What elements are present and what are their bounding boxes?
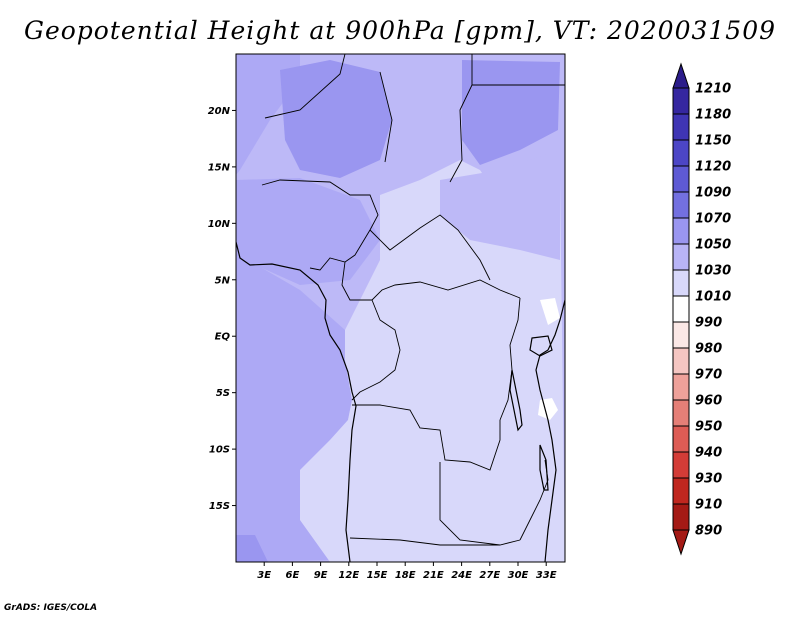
- colorbar-label: 970: [695, 368, 722, 383]
- lat-tick-label: 10N: [208, 219, 231, 230]
- colorbar-label: 1090: [695, 186, 731, 201]
- colorbar-label: 1180: [695, 108, 731, 123]
- border-congo-drc: [351, 299, 401, 401]
- border-sudan-w: [449, 54, 473, 183]
- colorbar-label: 1120: [695, 160, 731, 175]
- white-patch-east: [540, 298, 560, 325]
- colorbar-swatch: [672, 425, 690, 453]
- colorbar-swatch: [672, 165, 690, 193]
- colorbar-label: 990: [695, 316, 722, 331]
- atlantic-zone: [236, 268, 352, 562]
- map-title: Geopotential Height at 900hPa [gpm], VT:…: [23, 16, 777, 45]
- colorbar-swatch: [672, 217, 690, 245]
- lon-tick-label: 12E: [338, 570, 359, 581]
- lake-malawi: [539, 444, 549, 491]
- colorbar-label: 1050: [695, 238, 731, 253]
- sahel-band: [236, 178, 380, 285]
- lon-tick-label: 3E: [257, 570, 271, 581]
- border-chad-car: [369, 214, 491, 281]
- colorbar-label: 950: [695, 420, 722, 435]
- colorbar-swatch: [672, 87, 690, 115]
- colorbar-label: 1210: [695, 82, 731, 97]
- colorbar-swatch: [672, 451, 690, 479]
- sahara-high: [280, 60, 392, 178]
- colorbar-label: 960: [695, 394, 722, 409]
- lon-tick-label: 27E: [479, 570, 500, 581]
- colorbar-swatch: [672, 321, 690, 349]
- colorbar-swatch: [672, 399, 690, 427]
- border-angola-zambia: [439, 462, 521, 546]
- colorbar-swatch: [672, 243, 690, 271]
- lon-tick-label: 21E: [423, 570, 444, 581]
- lake-victoria: [529, 335, 553, 357]
- lon-tick-label: 18E: [395, 570, 416, 581]
- lat-tick-label: 15N: [208, 162, 231, 173]
- border-cameroon: [341, 261, 521, 301]
- colorbar-swatch: [672, 503, 690, 531]
- colorbar-label: 1070: [695, 212, 731, 227]
- colorbar-swatch: [672, 347, 690, 375]
- border-south: [349, 537, 500, 546]
- border-sahara-n: [264, 54, 346, 119]
- grads-credit: GrADS: IGES/COLA: [4, 603, 98, 613]
- colorbar-swatch: [672, 373, 690, 401]
- lat-tick-label: EQ: [215, 332, 231, 343]
- lon-tick-label: 15E: [367, 570, 388, 581]
- axis-layer: 20N 15N 10N 5N EQ 5S 10S 15S 3E 6E 9E 12E 15E 18E 21E 2…: [208, 106, 557, 581]
- lat-tick-label: 15S: [209, 501, 230, 512]
- colorbar-bottom-arrow: [672, 529, 690, 556]
- colorbar-label: 1010: [695, 290, 731, 305]
- border-drc-east: [499, 297, 521, 421]
- colorbar-swatch: [672, 139, 690, 167]
- east-high-tongue: [440, 150, 560, 260]
- colorbar-label: 930: [695, 472, 722, 487]
- border-niger-e: [379, 71, 393, 163]
- colorbar-label: 890: [695, 524, 722, 539]
- colorbar-swatch: [672, 477, 690, 505]
- lake-tanganyika: [509, 369, 523, 432]
- lon-tick-label: 30E: [508, 570, 529, 581]
- contour-field: [236, 54, 565, 562]
- coastline-east: [535, 299, 565, 562]
- lat-tick-label: 20N: [208, 106, 231, 117]
- colorbar: 1210 1180 1150 1120 1090 1070 1050 1030 1010 990 9…: [672, 62, 731, 556]
- border-drc-angola: [352, 404, 501, 471]
- colorbar-label: 1030: [695, 264, 731, 279]
- country-borders: [236, 54, 565, 562]
- lat-tick-label: 5N: [215, 275, 231, 286]
- colorbar-label: 940: [695, 446, 722, 461]
- corner-high-sw: [236, 535, 268, 562]
- lat-tick-label: 5S: [216, 388, 230, 399]
- lon-tick-label: 6E: [286, 570, 300, 581]
- colorbar-swatch: [672, 295, 690, 323]
- colorbar-label: 910: [695, 498, 722, 513]
- colorbar-swatch: [672, 269, 690, 297]
- congo-basin-low: [300, 160, 565, 562]
- lat-tick-label: 10S: [209, 445, 230, 456]
- northeast-high: [462, 60, 560, 165]
- plot-frame: [235, 53, 566, 563]
- colorbar-top-arrow: [672, 62, 690, 89]
- colorbar-swatch: [672, 113, 690, 141]
- lon-tick-label: 24E: [451, 570, 472, 581]
- colorbar-label: 980: [695, 342, 722, 357]
- coastline-west: [236, 241, 357, 562]
- colorbar-swatch: [672, 191, 690, 219]
- border-nigeria: [261, 179, 379, 271]
- lon-tick-label: 33E: [536, 570, 557, 581]
- lon-tick-label: 9E: [314, 570, 328, 581]
- colorbar-label: 1150: [695, 134, 731, 149]
